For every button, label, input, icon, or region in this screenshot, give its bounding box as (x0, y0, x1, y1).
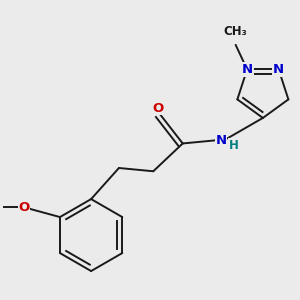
Text: N: N (215, 134, 226, 147)
Text: N: N (242, 63, 253, 76)
Text: O: O (153, 102, 164, 115)
Text: CH₃: CH₃ (224, 25, 248, 38)
Text: N: N (273, 63, 284, 76)
Text: O: O (18, 201, 30, 214)
Text: H: H (229, 139, 238, 152)
